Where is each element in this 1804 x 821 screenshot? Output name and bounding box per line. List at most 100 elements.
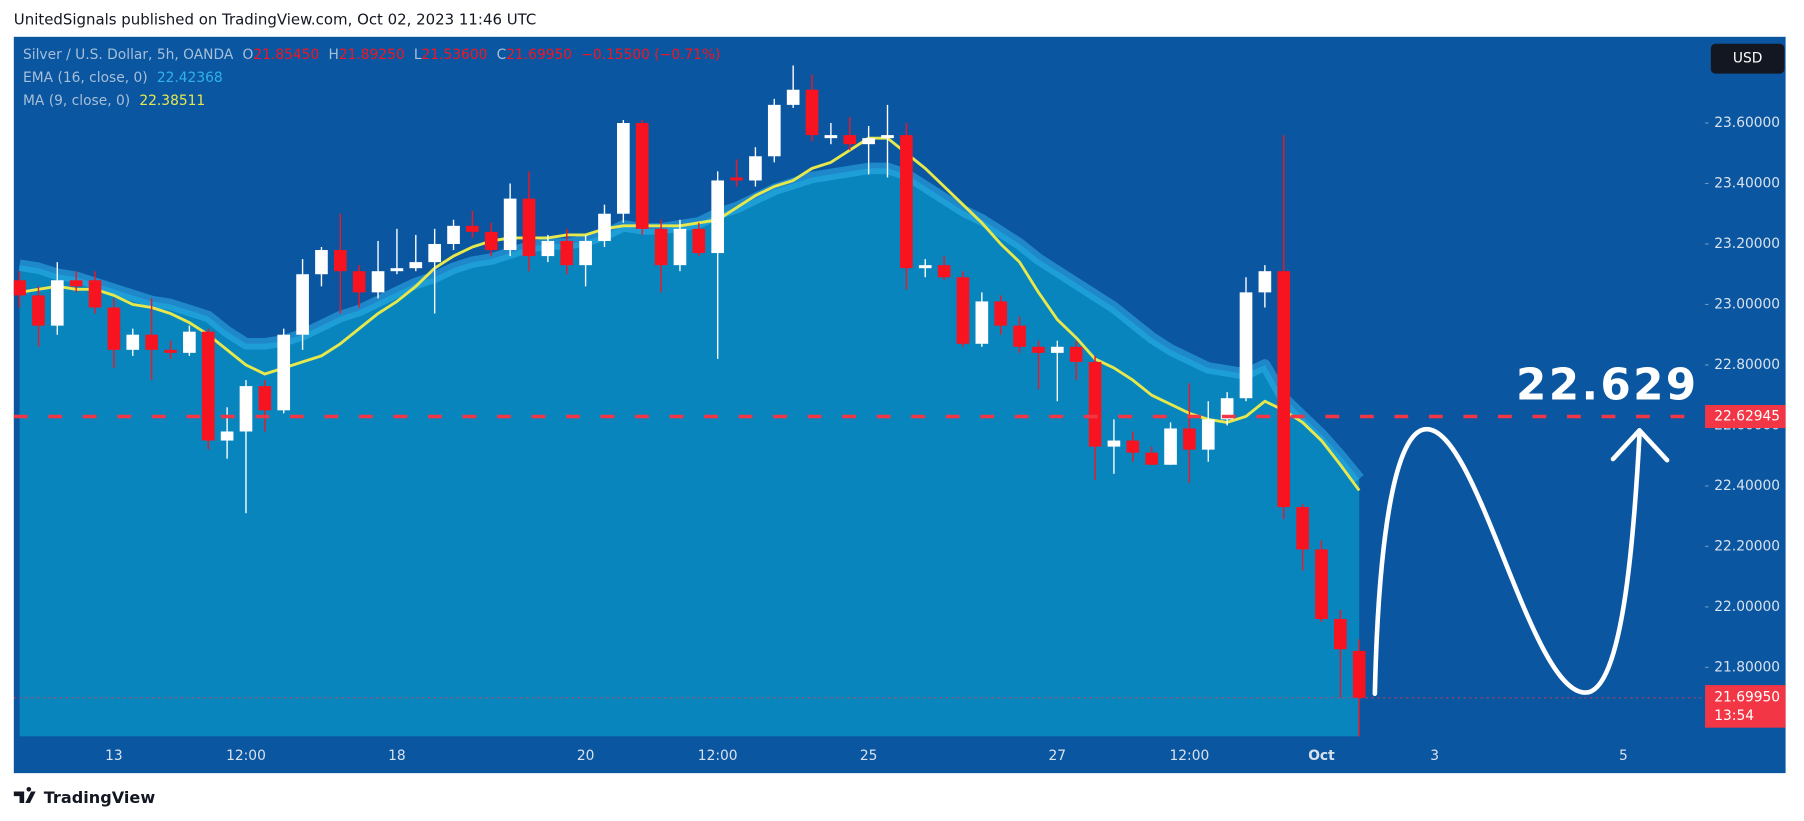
candle-body: [805, 89, 819, 136]
candle-body: [635, 123, 649, 229]
candle-body: [560, 240, 574, 266]
candle-body: [1258, 271, 1272, 293]
ohlc-value: 21.85450: [253, 47, 319, 63]
candle-body: [786, 89, 800, 105]
currency-label[interactable]: USD: [1733, 51, 1762, 67]
y-tick-label: 23.40000: [1714, 175, 1780, 191]
candle-body: [767, 104, 781, 157]
countdown-label: 13:54: [1714, 708, 1754, 724]
candle-body: [466, 225, 479, 232]
candle-body: [107, 307, 121, 350]
candle-body: [1069, 346, 1083, 362]
candle-body: [352, 271, 366, 293]
candle-body: [937, 265, 951, 278]
candle-body: [145, 334, 158, 350]
candle-body: [975, 301, 989, 344]
ohlc-value: 21.53600: [422, 47, 488, 63]
candle-body: [994, 301, 1008, 326]
ohlc-key: O: [243, 47, 254, 63]
candle-body: [843, 135, 857, 145]
indicator-value: 22.42368: [157, 70, 223, 86]
publish-header: UnitedSignals published on TradingView.c…: [14, 11, 537, 29]
plot-area: [13, 65, 1706, 737]
candle-body: [1220, 398, 1234, 420]
y-tick-label: 21.80000: [1714, 659, 1780, 675]
target-label: 22.629: [1516, 360, 1698, 411]
candle-body: [277, 334, 291, 411]
candle-body: [900, 135, 913, 269]
ohlc-key: C: [497, 47, 507, 63]
candle-body: [824, 135, 838, 139]
candle-body: [390, 268, 404, 272]
candle-body: [522, 198, 536, 257]
candle-body: [730, 177, 743, 181]
candle-body: [1126, 440, 1140, 453]
x-tick-label: 12:00: [1170, 748, 1210, 764]
candle-body: [1239, 292, 1253, 399]
y-tick-label: 23.20000: [1714, 236, 1780, 252]
candle-body: [1296, 507, 1309, 550]
price-line-box: [1705, 405, 1786, 429]
last-price-label: 21.69950: [1714, 690, 1780, 706]
y-tick-label: 23.60000: [1714, 115, 1780, 131]
candle-body: [69, 280, 83, 287]
forecast-path: [1372, 426, 1642, 697]
candle-body: [881, 135, 894, 139]
candle-body: [1334, 618, 1347, 650]
candle-body: [1145, 452, 1158, 465]
candle-body: [201, 331, 215, 441]
currency-box[interactable]: [1710, 43, 1785, 74]
x-tick-label: 27: [1049, 748, 1067, 764]
candle-body: [13, 280, 26, 296]
candle-body: [220, 431, 234, 441]
candle-body: [1013, 325, 1026, 347]
ma-line: [19, 136, 1361, 492]
x-tick-label: 20: [577, 748, 595, 764]
candle-body: [711, 180, 725, 254]
candle-body: [371, 271, 385, 293]
price-line-label: 22.62945: [1714, 409, 1780, 425]
x-tick-label: 25: [860, 748, 878, 764]
indicator-legend: EMA (16, close, 0) 22.42368: [23, 70, 223, 86]
candle-body: [541, 240, 555, 257]
ohlc-value: 21.89250: [339, 47, 405, 63]
candle-body: [1277, 271, 1291, 508]
candle-body: [296, 274, 309, 335]
candle-body: [50, 280, 64, 326]
indicator-value: 22.38511: [139, 93, 205, 109]
logo-text: TradingView: [44, 788, 156, 807]
candle-body: [1352, 650, 1366, 698]
candle-body: [1201, 419, 1215, 450]
candle-body: [617, 123, 630, 214]
candle-body: [1032, 346, 1045, 353]
x-tick-label: 5: [1619, 748, 1628, 764]
candle-body: [673, 228, 687, 266]
x-tick-label: 12:00: [226, 748, 266, 764]
indicator-name: EMA (16, close, 0): [23, 70, 148, 86]
candle-body: [409, 262, 423, 269]
candle-body: [239, 386, 253, 432]
candle-body: [183, 331, 196, 353]
symbol-title: Silver / U.S. Dollar, 5h, OANDA: [23, 47, 234, 63]
x-tick-label: 13: [105, 748, 123, 764]
candle-body: [258, 386, 272, 411]
x-tick-label: 3: [1430, 748, 1439, 764]
candle-body: [164, 349, 177, 353]
candle-body: [428, 243, 441, 263]
logo-mark: [13, 786, 36, 804]
footer-logo: TradingView: [13, 786, 156, 807]
candle-body: [1107, 440, 1121, 447]
candle-body: [1088, 361, 1102, 447]
y-tick-label: 22.40000: [1714, 478, 1780, 494]
candle-body: [654, 228, 668, 266]
candle-body: [484, 231, 498, 251]
last-price-box: [1705, 685, 1786, 728]
candle-body: [1183, 428, 1196, 450]
y-tick-label: 23.00000: [1714, 296, 1780, 312]
candle-body: [598, 213, 611, 241]
candle-body: [503, 198, 517, 251]
y-tick-label: 22.20000: [1714, 538, 1780, 554]
candle-body: [862, 138, 875, 145]
